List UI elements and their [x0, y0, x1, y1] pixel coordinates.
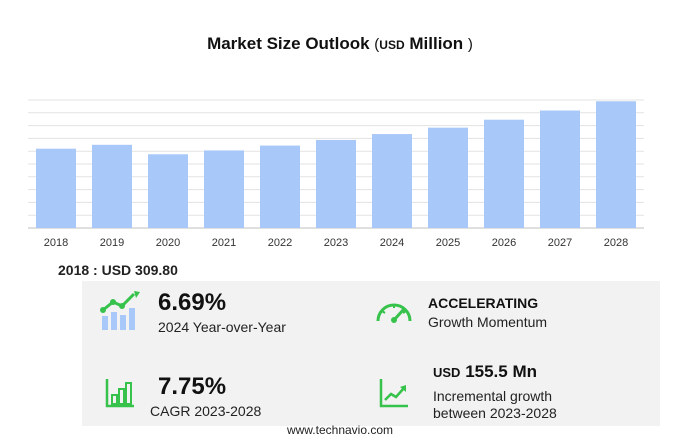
x-tick-label-2021: 2021: [212, 237, 236, 249]
incremental-label-line1: Incremental growth: [433, 388, 553, 404]
x-tick-label-2019: 2019: [100, 237, 124, 249]
yoy-value: 6.69%: [158, 289, 227, 316]
x-tick-label-2022: 2022: [268, 237, 292, 249]
bar-chart-icon: [105, 379, 134, 408]
yoy-stat: 6.69% 2024 Year-over-Year: [158, 290, 286, 336]
bar-2026: [484, 119, 524, 228]
stats-panel: [82, 281, 660, 426]
speedometer-icon: [376, 303, 412, 323]
x-tick-label-2028: 2028: [604, 237, 628, 249]
cagr-value: 7.75%: [158, 373, 227, 400]
x-tick-label-2027: 2027: [548, 237, 572, 249]
incremental-stat: USD 155.5 Mn Incremental growth between …: [433, 362, 557, 422]
bar-chart: 2018 2019 2020 2021 2022 2023 2024 2025 2026 2027…: [28, 99, 644, 249]
title-paren-close: ): [467, 36, 473, 53]
bar-2028: [596, 101, 636, 228]
trend-line-icon: [379, 379, 408, 408]
base-year-value: 2018 : USD 309.80: [58, 262, 178, 278]
incremental-value: 155.5 Mn: [465, 362, 537, 381]
x-tick-label-2024: 2024: [380, 237, 404, 249]
x-tick-label-2023: 2023: [324, 237, 348, 249]
chart-title-text: Market Size Outlook: [207, 34, 370, 53]
title-unit: USD: [379, 38, 405, 52]
incremental-currency: USD: [433, 365, 461, 380]
chart-bars: [36, 101, 636, 228]
momentum-value: ACCELERATING: [428, 295, 539, 311]
x-tick-label-2025: 2025: [436, 237, 460, 249]
x-tick-label-2026: 2026: [492, 237, 516, 249]
bar-2021: [204, 150, 244, 228]
incremental-value-line: USD 155.5 Mn: [433, 362, 557, 383]
bar-2025: [428, 127, 468, 228]
cagr-stat: 7.75% CAGR 2023-2028: [150, 374, 261, 420]
bar-2023: [316, 139, 356, 228]
yoy-label: 2024 Year-over-Year: [158, 319, 286, 335]
x-tick-label-2018: 2018: [44, 237, 68, 249]
bar-2018: [36, 148, 76, 228]
x-tick-label-2020: 2020: [156, 237, 180, 249]
x-axis-labels: 2018 2019 2020 2021 2022 2023 2024 2025 2026 2027…: [44, 237, 628, 249]
momentum-stat: ACCELERATING Growth Momentum: [428, 294, 547, 331]
bar-2020: [148, 154, 188, 228]
bar-growth-icon: [100, 291, 140, 330]
title-paren-open: (: [374, 36, 380, 53]
cagr-label: CAGR 2023-2028: [150, 403, 262, 419]
bar-2024: [372, 134, 412, 228]
bar-2022: [260, 145, 300, 228]
bar-2027: [540, 110, 580, 228]
bar-2019: [92, 144, 132, 228]
title-unit-word: Million: [409, 34, 464, 53]
chart-title: Market Size Outlook (USD Million ): [0, 34, 680, 54]
incremental-label-line2: between 2023-2028: [433, 405, 557, 421]
footer-source: www.technavio.com: [286, 423, 394, 437]
momentum-label: Growth Momentum: [428, 314, 548, 330]
